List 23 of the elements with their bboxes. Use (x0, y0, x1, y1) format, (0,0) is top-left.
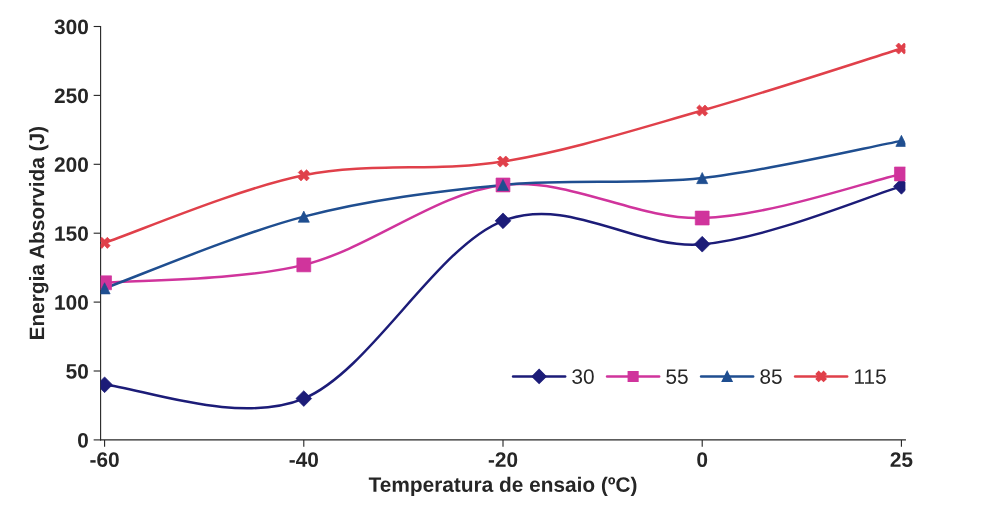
x-tick-label: 0 (697, 452, 708, 468)
x-tick-label: -20 (488, 452, 518, 468)
y-tick-label: 50 (66, 364, 88, 379)
x-tick-label: -40 (289, 452, 318, 468)
legend-label: 115 (855, 369, 886, 384)
point (296, 257, 312, 273)
y-tick-label: 300 (54, 19, 88, 35)
y-axis-title: Energia Absorvida (J) (28, 126, 49, 340)
y-tick-label: 200 (54, 157, 88, 173)
y-tick-label: 150 (55, 226, 88, 241)
x-tick-label: 25 (890, 452, 913, 468)
legend-label: 85 (760, 369, 782, 384)
point (100, 282, 111, 295)
point (100, 236, 111, 249)
y-tick-label: 0 (78, 432, 88, 448)
legend-label: 30 (572, 369, 594, 384)
point (694, 210, 710, 226)
x-tick-label: -60 (90, 452, 119, 468)
point (295, 390, 312, 407)
y-tick-label: 250 (54, 88, 88, 104)
y-tick-label: 100 (55, 295, 88, 310)
legend-label: 55 (666, 369, 688, 384)
x-axis-title: Temperatura de ensaio (ºC) (368, 476, 637, 497)
